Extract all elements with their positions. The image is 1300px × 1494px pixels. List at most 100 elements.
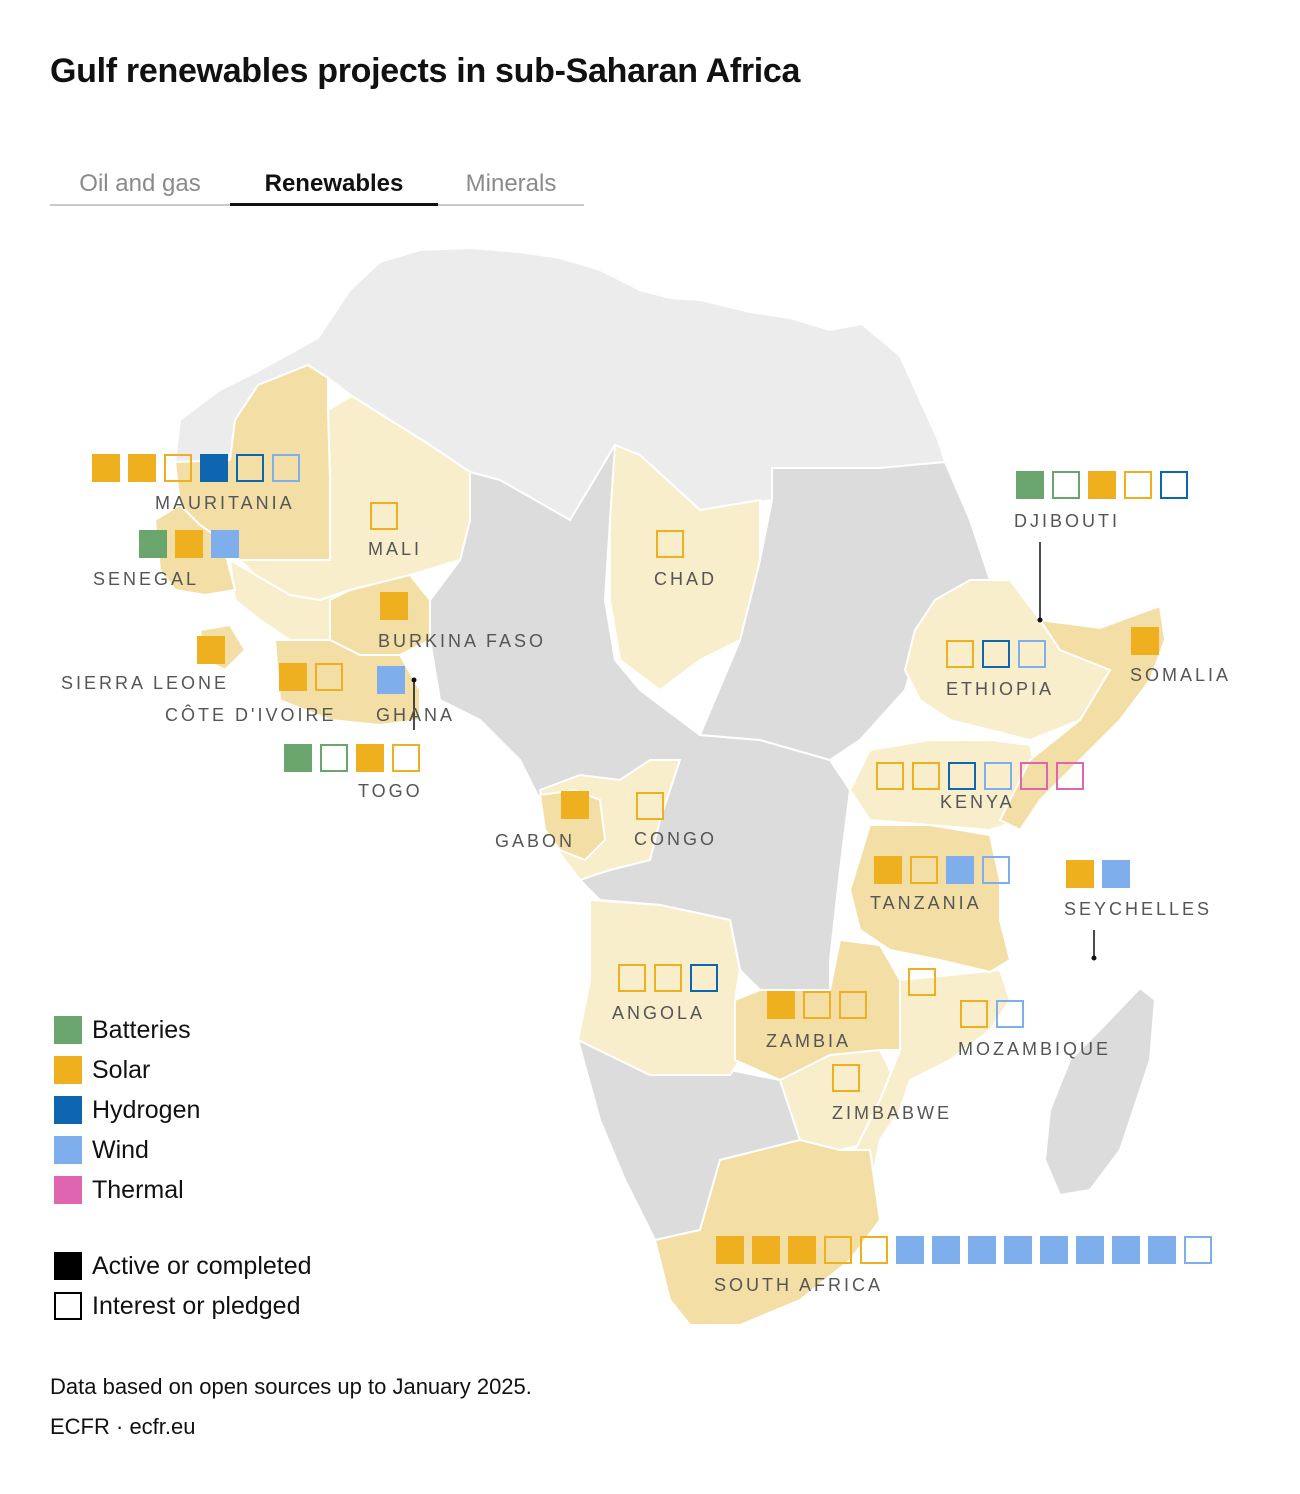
ghana-wind-active-marker bbox=[377, 666, 405, 694]
legend-item-hydrogen: Hydrogen bbox=[54, 1090, 200, 1130]
mozambique-solar-interest-marker bbox=[960, 1000, 988, 1028]
legend-label-thermal: Thermal bbox=[92, 1175, 184, 1204]
tanzania-solar-active-marker bbox=[874, 856, 902, 884]
south-africa-wind-active-marker bbox=[1112, 1236, 1140, 1264]
legend-label-solar: Solar bbox=[92, 1055, 151, 1084]
zambia-solar-active-marker bbox=[767, 991, 795, 1019]
legend-label-batteries: Batteries bbox=[92, 1015, 191, 1044]
tanzania-wind-interest-marker bbox=[982, 856, 1010, 884]
tanzania-label: TANZANIA bbox=[870, 893, 982, 913]
legend-item-wind: Wind bbox=[54, 1130, 200, 1170]
burkina-faso-label: BURKINA FASO bbox=[378, 631, 546, 651]
legend-status: Active or completed Interest or pledged bbox=[54, 1246, 312, 1326]
madagascar bbox=[1043, 986, 1157, 1197]
seychelles-label: SEYCHELLES bbox=[1064, 899, 1212, 919]
hydrogen-swatch bbox=[54, 1096, 82, 1124]
south-africa-wind-interest-marker bbox=[1184, 1236, 1212, 1264]
data-note: Data based on open sources up to January… bbox=[50, 1374, 532, 1399]
chad-solar-interest-marker bbox=[656, 530, 684, 558]
source-credit: ECFR · ecfr.eu bbox=[50, 1414, 196, 1439]
legend-project-types: Batteries Solar Hydrogen Wind Thermal bbox=[54, 1010, 200, 1210]
togo-solar-active-marker bbox=[356, 744, 384, 772]
zambia-solar-interest-marker bbox=[839, 991, 867, 1019]
togo-batteries-active-marker bbox=[284, 744, 312, 772]
tanzania-solar-interest-marker bbox=[910, 856, 938, 884]
tanzania-wind-active-marker bbox=[946, 856, 974, 884]
togo-batteries-interest-marker bbox=[320, 744, 348, 772]
seychelles-leader-dot bbox=[1091, 955, 1097, 961]
legend-item-interest: Interest or pledged bbox=[54, 1286, 312, 1326]
somalia-solar-active-marker bbox=[1131, 627, 1159, 655]
senegal-solar-active-marker bbox=[175, 530, 203, 558]
south-africa-solar-active-marker bbox=[716, 1236, 744, 1264]
angola-hydrogen-interest-marker bbox=[690, 964, 718, 992]
mauritania-solar-active-marker bbox=[92, 454, 120, 482]
djibouti-batteries-interest-marker bbox=[1052, 471, 1080, 499]
djibouti-solar-interest-marker bbox=[1124, 471, 1152, 499]
c-te-d-ivoire-solar-interest-marker bbox=[315, 663, 343, 691]
angola-solar-interest-marker bbox=[654, 964, 682, 992]
mauritania-solar-active-marker bbox=[128, 454, 156, 482]
djibouti-hydrogen-interest-marker bbox=[1160, 471, 1188, 499]
seychelles-solar-active-marker bbox=[1066, 860, 1094, 888]
legend-item-solar: Solar bbox=[54, 1050, 200, 1090]
page-title: Gulf renewables projects in sub-Saharan … bbox=[50, 52, 801, 90]
tab-renewables[interactable]: Renewables bbox=[230, 166, 438, 206]
south-africa-solar-interest-marker bbox=[824, 1236, 852, 1264]
djibouti-batteries-active-marker bbox=[1016, 471, 1044, 499]
mauritania-hydrogen-interest-marker bbox=[236, 454, 264, 482]
south-africa-wind-active-marker bbox=[1040, 1236, 1068, 1264]
thermal-swatch bbox=[54, 1176, 82, 1204]
kenya-thermal-interest-marker bbox=[1056, 762, 1084, 790]
tab-bar: Oil and gas Renewables Minerals bbox=[50, 166, 584, 206]
south-africa-shape bbox=[653, 1138, 882, 1326]
mali-solar-interest-marker bbox=[370, 502, 398, 530]
senegal-label: SENEGAL bbox=[93, 569, 199, 589]
country-labels: MAURITANIA SENEGAL MALI SIERRA LEONE BURKINA… bbox=[61, 493, 1231, 1295]
somalia-label: SOMALIA bbox=[1130, 665, 1231, 685]
ethiopia-shape bbox=[903, 579, 1112, 742]
ivory-ghana-shape bbox=[273, 639, 421, 727]
tab-minerals[interactable]: Minerals bbox=[465, 170, 557, 197]
active-swatch bbox=[54, 1252, 82, 1280]
zambia-label: ZAMBIA bbox=[766, 1031, 851, 1051]
ethiopia-solar-interest-marker bbox=[946, 640, 974, 668]
legend-item-thermal: Thermal bbox=[54, 1170, 200, 1210]
map-land bbox=[153, 246, 1167, 1326]
ethiopia-hydrogen-interest-marker bbox=[982, 640, 1010, 668]
djibouti-label: DJIBOUTI bbox=[1014, 511, 1120, 531]
burkina-faso-solar-active-marker bbox=[380, 592, 408, 620]
malawi-solar-interest-marker bbox=[908, 968, 936, 996]
seychelles-wind-active-marker bbox=[1102, 860, 1130, 888]
mauritania-wind-interest-marker bbox=[272, 454, 300, 482]
interest-swatch bbox=[54, 1292, 82, 1320]
tab-oil-and-gas[interactable]: Oil and gas bbox=[79, 170, 201, 197]
mali-label: MALI bbox=[368, 539, 422, 559]
batteries-swatch bbox=[54, 1016, 82, 1044]
sierra-leone-solar-active-marker bbox=[197, 636, 225, 664]
solar-swatch bbox=[54, 1056, 82, 1084]
togo-label: TOGO bbox=[358, 781, 423, 801]
zimbabwe-solar-interest-marker bbox=[832, 1064, 860, 1092]
zambia-shape bbox=[734, 938, 901, 1082]
c-te-d-ivoire-solar-active-marker bbox=[279, 663, 307, 691]
legend-label-wind: Wind bbox=[92, 1135, 149, 1164]
congo-solar-interest-marker bbox=[636, 792, 664, 820]
ethiopia-label: ETHIOPIA bbox=[946, 679, 1054, 699]
c-te-d-ivoire-label: CÔTE D'IVOIRE bbox=[165, 704, 336, 725]
djibouti-leader-dot bbox=[1037, 617, 1043, 623]
togo-solar-interest-marker bbox=[392, 744, 420, 772]
legend-label-hydrogen: Hydrogen bbox=[92, 1095, 201, 1124]
gabon-solar-active-marker bbox=[561, 791, 589, 819]
kenya-solar-interest-marker bbox=[876, 762, 904, 790]
gabon-label: GABON bbox=[495, 831, 575, 851]
wind-swatch bbox=[54, 1136, 82, 1164]
kenya-label: KENYA bbox=[940, 792, 1015, 812]
south-africa-solar-active-marker bbox=[788, 1236, 816, 1264]
south-africa-wind-active-marker bbox=[1148, 1236, 1176, 1264]
chad-shape bbox=[609, 443, 761, 692]
south-africa-wind-active-marker bbox=[932, 1236, 960, 1264]
project-markers bbox=[92, 454, 1212, 1264]
congo-label: CONGO bbox=[634, 829, 717, 849]
